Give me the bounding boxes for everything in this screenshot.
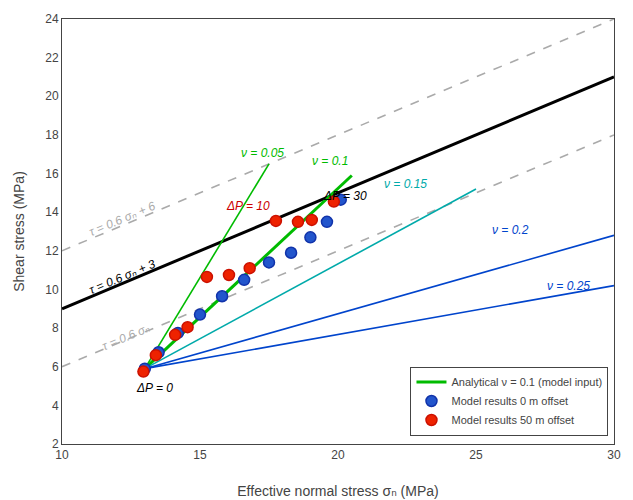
svg-text:25: 25 <box>469 448 483 462</box>
svg-text:20: 20 <box>45 89 59 103</box>
svg-text:ν = 0.05: ν = 0.05 <box>241 146 284 160</box>
svg-text:15: 15 <box>193 448 207 462</box>
svg-text:Model results 0 m offset: Model results 0 m offset <box>451 395 568 407</box>
svg-text:ν = 0.2: ν = 0.2 <box>492 223 529 237</box>
svg-text:10: 10 <box>45 283 59 297</box>
svg-text:24: 24 <box>45 12 59 26</box>
svg-text:τ = 0.6 σₙ: τ = 0.6 σₙ <box>100 321 152 353</box>
svg-text:4: 4 <box>52 399 59 413</box>
svg-text:10: 10 <box>55 448 69 462</box>
svg-text:18: 18 <box>45 128 59 142</box>
svg-text:22: 22 <box>45 51 59 65</box>
svg-text:16: 16 <box>45 167 59 181</box>
svg-text:Shear stress (MPa): Shear stress (MPa) <box>11 171 27 292</box>
svg-text:ν = 0.1: ν = 0.1 <box>312 154 348 168</box>
svg-text:τ = 0.6 σₙ + 3: τ = 0.6 σₙ + 3 <box>87 257 158 297</box>
svg-text:12: 12 <box>45 244 59 258</box>
svg-text:6: 6 <box>52 360 59 374</box>
svg-text:30: 30 <box>607 448 621 462</box>
svg-text:Model results 50 m offset: Model results 50 m offset <box>451 414 574 426</box>
svg-text:ΔP = 0: ΔP = 0 <box>136 381 173 395</box>
svg-text:8: 8 <box>52 321 59 335</box>
svg-text:Analytical ν = 0.1 (model inpu: Analytical ν = 0.1 (model input) <box>451 376 602 388</box>
svg-text:14: 14 <box>45 205 59 219</box>
svg-text:Effective normal stress σₙ (MP: Effective normal stress σₙ (MPa) <box>237 483 438 499</box>
svg-text:2: 2 <box>52 437 59 451</box>
svg-text:ν = 0.15: ν = 0.15 <box>384 177 427 191</box>
svg-text:ν = 0.25: ν = 0.25 <box>547 279 590 293</box>
svg-text:τ = 0.6 σₙ + 6: τ = 0.6 σₙ + 6 <box>87 199 158 239</box>
svg-text:ΔP = 30: ΔP = 30 <box>323 189 367 203</box>
svg-text:20: 20 <box>331 448 345 462</box>
svg-text:ΔP = 10: ΔP = 10 <box>226 199 270 213</box>
